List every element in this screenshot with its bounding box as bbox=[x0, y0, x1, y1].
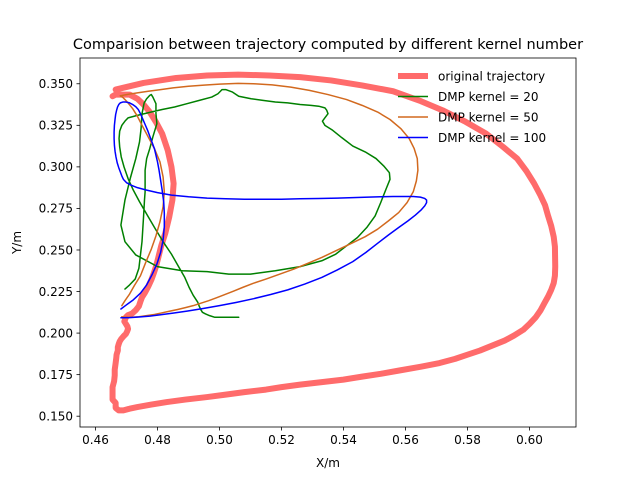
x-tick-label: 0.60 bbox=[516, 433, 543, 447]
y-tick-label: 0.225 bbox=[39, 285, 73, 299]
y-tick-label: 0.350 bbox=[39, 77, 73, 91]
chart-title: Comparision between trajectory computed … bbox=[73, 37, 583, 53]
axes-frame bbox=[79, 57, 577, 428]
y-tick-label: 0.275 bbox=[39, 202, 73, 216]
y-tick-label: 0.175 bbox=[39, 368, 73, 382]
x-tick-label: 0.58 bbox=[454, 433, 481, 447]
legend-label-dmp-kernel-20: DMP kernel = 20 bbox=[438, 90, 539, 104]
x-tick-label: 0.54 bbox=[330, 433, 357, 447]
y-tick-label: 0.200 bbox=[39, 326, 73, 340]
series-line-dmp-kernel-100 bbox=[113, 101, 428, 319]
series-line-original-trajectory bbox=[109, 71, 559, 414]
legend-label-original-trajectory: original trajectory bbox=[438, 69, 545, 83]
y-axis-ticks: 0.150 0.175 0.200 0.225 0.250 0.275 0.300 0.325… bbox=[39, 77, 80, 423]
x-tick-label: 0.50 bbox=[206, 433, 233, 447]
series-line-dmp-kernel-20 bbox=[118, 88, 391, 319]
legend-label-dmp-kernel-100: DMP kernel = 100 bbox=[438, 131, 546, 145]
plot-lines bbox=[109, 71, 559, 414]
legend-label-dmp-kernel-50: DMP kernel = 50 bbox=[438, 110, 539, 124]
y-tick-label: 0.325 bbox=[39, 119, 73, 133]
x-axis-ticks: 0.46 0.48 0.50 0.52 0.54 0.56 0.58 0.60 bbox=[82, 427, 543, 447]
legend: original trajectory DMP kernel = 20 DMP ke… bbox=[398, 69, 546, 145]
y-tick-label: 0.150 bbox=[39, 409, 73, 423]
x-tick-label: 0.46 bbox=[82, 433, 109, 447]
x-tick-label: 0.48 bbox=[144, 433, 171, 447]
y-axis-label: Y/m bbox=[10, 231, 24, 255]
x-tick-label: 0.56 bbox=[392, 433, 419, 447]
y-tick-label: 0.250 bbox=[39, 243, 73, 257]
x-axis-label: X/m bbox=[316, 456, 340, 470]
series-line-dmp-kernel-50 bbox=[119, 82, 419, 319]
y-tick-label: 0.300 bbox=[39, 160, 73, 174]
x-tick-label: 0.52 bbox=[268, 433, 295, 447]
